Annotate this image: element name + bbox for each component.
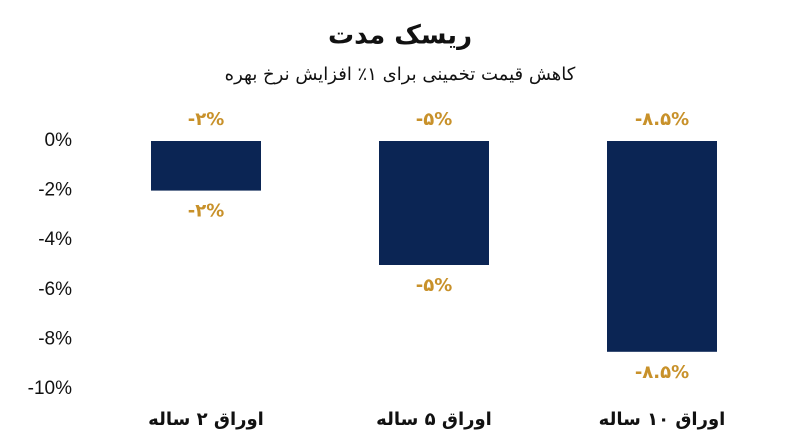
x-tick-label: اوراق ۲ ساله [148, 409, 264, 430]
y-tick-label: -10% [28, 378, 72, 399]
bar [151, 141, 261, 191]
y-tick-label: 0% [45, 130, 73, 151]
x-tick-label: اوراق ۵ ساله [376, 409, 492, 430]
y-tick-label: -4% [38, 229, 72, 250]
y-tick-label: -6% [38, 279, 72, 300]
bar [607, 141, 717, 352]
value-label: -۲% [188, 201, 225, 222]
y-tick-label: -8% [38, 328, 72, 349]
value-label: -۵% [416, 275, 453, 296]
value-label: -۸.۵% [635, 362, 689, 383]
value-label: -۲% [188, 109, 225, 130]
x-tick-label: اوراق ۱۰ ساله [599, 409, 726, 430]
chart-title: ریسک مدت [328, 21, 472, 51]
chart-subtitle: کاهش قیمت تخمینی برای ۱٪ افزایش نرخ بهره [225, 64, 576, 85]
value-label: -۸.۵% [635, 109, 689, 130]
bar [379, 141, 489, 265]
value-label: -۵% [416, 109, 453, 130]
y-tick-label: -2% [38, 180, 72, 201]
